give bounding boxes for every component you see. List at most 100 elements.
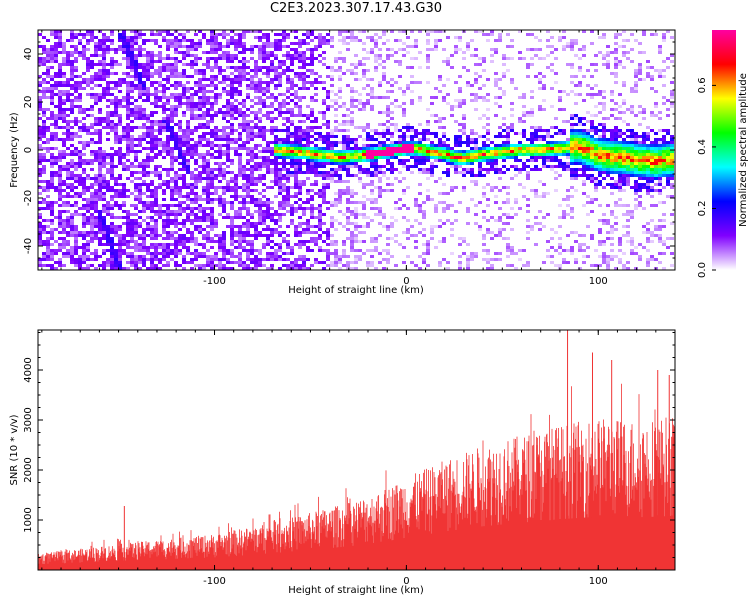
spectrogram-cell xyxy=(134,261,138,264)
spectrogram-cell xyxy=(42,186,46,189)
spectrogram-cell xyxy=(246,258,250,261)
spectrogram-cell xyxy=(142,264,146,267)
spectrogram-cell xyxy=(306,177,310,180)
spectrogram-cell xyxy=(70,39,74,42)
spectrogram-cell xyxy=(254,264,258,267)
spectrogram-cell xyxy=(466,162,470,165)
spectrogram-cell xyxy=(50,90,54,93)
spectrogram-cell xyxy=(182,186,186,189)
spectrogram-cell xyxy=(442,240,446,243)
spectrogram-cell xyxy=(118,252,122,255)
spectrogram-cell xyxy=(58,153,62,156)
spectrogram-cell xyxy=(190,177,194,180)
spectrogram-cell xyxy=(330,45,334,48)
spectrogram-cell xyxy=(230,240,234,243)
spectrogram-cell xyxy=(138,225,142,228)
spectrogram-cell xyxy=(122,30,126,33)
spectrogram-cell xyxy=(54,171,58,174)
spectrogram-cell xyxy=(238,81,242,84)
spectrogram-cell xyxy=(214,177,218,180)
spectrogram-cell xyxy=(326,162,330,165)
spectrogram-cell xyxy=(202,162,206,165)
spectrogram-cell xyxy=(226,180,230,183)
spectrogram-cell xyxy=(214,129,218,132)
spectrogram-cell xyxy=(242,147,246,150)
spectrogram-cell xyxy=(470,99,474,102)
spectrogram-cell xyxy=(302,264,306,267)
spectrogram-cell xyxy=(178,126,182,129)
spectrogram-cell xyxy=(94,192,98,195)
spectrogram-cell xyxy=(94,204,98,207)
spectrogram-cell xyxy=(454,141,458,144)
spectrogram-cell xyxy=(422,216,426,219)
spectrogram-cell xyxy=(118,117,122,120)
spectrogram-cell xyxy=(470,153,474,156)
spectrogram-cell xyxy=(126,231,130,234)
spectrogram-cell xyxy=(466,48,470,51)
spectrogram-cell xyxy=(270,171,274,174)
spectrogram-cell xyxy=(158,129,162,132)
spectrogram-cell xyxy=(254,225,258,228)
spectrogram-cell xyxy=(46,180,50,183)
spectrogram-cell xyxy=(282,264,286,267)
spectrogram-cell xyxy=(214,57,218,60)
spectrogram-cell xyxy=(434,135,438,138)
spectrogram-cell xyxy=(94,156,98,159)
spectrogram-cell xyxy=(106,138,110,141)
spectrogram-cell xyxy=(318,147,322,150)
spectrogram-cell xyxy=(286,168,290,171)
spectrogram-cell xyxy=(114,99,118,102)
spectrogram-cell xyxy=(466,45,470,48)
spectrogram-cell xyxy=(114,108,118,111)
spectrogram-cell xyxy=(250,30,254,33)
spectrogram-cell xyxy=(166,261,170,264)
spectrogram-cell xyxy=(74,105,78,108)
spectrogram-cell xyxy=(286,267,290,270)
spectrogram-cell xyxy=(150,135,154,138)
spectrogram-cell xyxy=(126,60,130,63)
spectrogram-cell xyxy=(278,216,282,219)
spectrogram-cell xyxy=(286,87,290,90)
spectrogram-cell xyxy=(398,162,402,165)
spectrogram-cell xyxy=(62,225,66,228)
spectrogram-cell xyxy=(310,63,314,66)
spectrogram-cell xyxy=(270,120,274,123)
spectrogram-cell xyxy=(438,153,442,156)
spectrogram-cell xyxy=(474,108,478,111)
spectrogram-cell xyxy=(262,66,266,69)
spectrogram-cell xyxy=(342,153,346,156)
spectrogram-cell xyxy=(154,111,158,114)
spectrogram-cell xyxy=(262,165,266,168)
spectrogram-cell xyxy=(42,135,46,138)
spectrogram-cell xyxy=(98,84,102,87)
spectrogram-cell xyxy=(38,258,42,261)
spectrogram-cell xyxy=(254,36,258,39)
spectrogram-cell xyxy=(246,96,250,99)
spectrogram-cell xyxy=(334,243,338,246)
spectrogram-cell xyxy=(50,138,54,141)
spectrogram-cell xyxy=(202,87,206,90)
spectrogram-cell xyxy=(110,159,114,162)
spectrogram-cell xyxy=(222,216,226,219)
spectrogram-cell xyxy=(330,69,334,72)
spectrogram-cell xyxy=(302,156,306,159)
spectrogram-cell xyxy=(326,126,330,129)
spectrogram-cell xyxy=(110,243,114,246)
spectrogram-cell xyxy=(202,207,206,210)
spectrogram-cell xyxy=(98,63,102,66)
spectrogram-cell xyxy=(110,186,114,189)
spectrogram-cell xyxy=(230,54,234,57)
spectrogram-cell xyxy=(402,147,406,150)
spectrogram-cell xyxy=(342,60,346,63)
spectrogram-cell xyxy=(258,207,262,210)
spectrogram-cell xyxy=(178,147,182,150)
spectrogram-cell xyxy=(222,189,226,192)
spectrogram-cell xyxy=(118,243,122,246)
spectrogram-cell xyxy=(414,57,418,60)
spectrogram-cell xyxy=(58,75,62,78)
spectrogram-cell xyxy=(62,51,66,54)
spectrogram-cell xyxy=(54,249,58,252)
spectrogram-cell xyxy=(366,183,370,186)
spectrogram-cell xyxy=(62,57,66,60)
spectrogram-cell xyxy=(310,69,314,72)
